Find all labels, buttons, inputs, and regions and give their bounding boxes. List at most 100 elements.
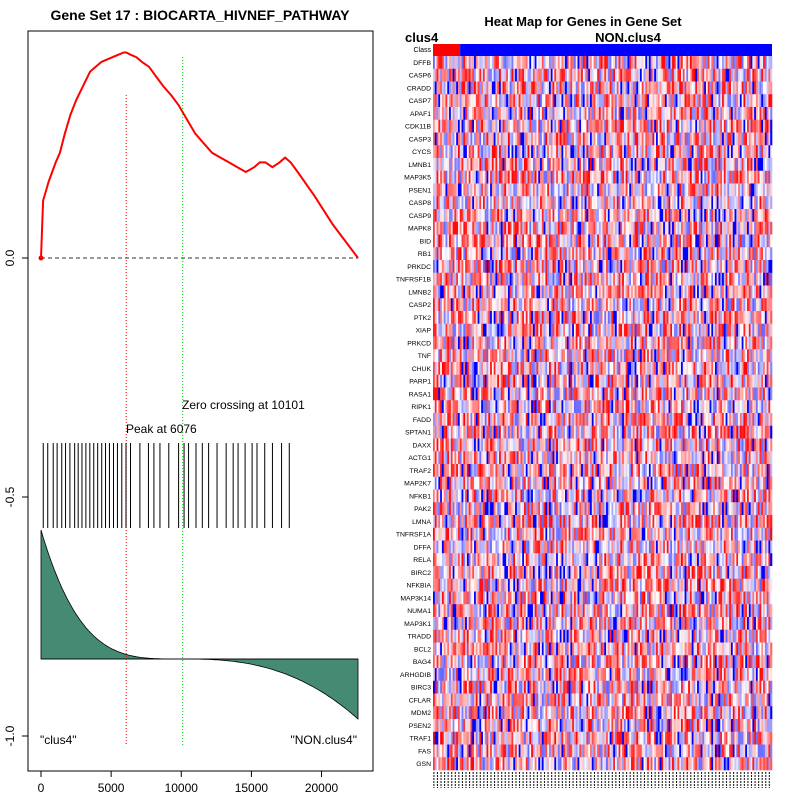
heatmap-cell bbox=[454, 81, 457, 95]
heatmap-cell bbox=[643, 56, 646, 70]
heatmap-cell bbox=[527, 247, 530, 261]
heatmap-cell bbox=[511, 107, 514, 121]
heatmap-cell bbox=[573, 68, 577, 82]
heatmap-cell bbox=[611, 247, 614, 261]
heatmap-cell bbox=[609, 81, 612, 95]
heatmap-cell bbox=[691, 145, 694, 159]
heatmap-cell bbox=[725, 272, 728, 286]
heatmap-cell bbox=[598, 260, 602, 274]
heatmap-cell bbox=[600, 81, 603, 95]
heatmap-cell bbox=[679, 119, 682, 133]
heatmap-cell bbox=[714, 94, 717, 108]
heatmap-cell bbox=[764, 158, 767, 172]
heatmap-cell bbox=[443, 68, 446, 82]
heatmap-cell bbox=[670, 119, 673, 133]
heatmap-cell bbox=[527, 68, 530, 82]
heatmap-cell bbox=[520, 374, 523, 388]
heatmap-cell bbox=[457, 260, 461, 274]
heatmap-cell bbox=[520, 119, 523, 133]
heatmap-cell bbox=[675, 349, 678, 363]
heatmap-cell bbox=[470, 311, 473, 325]
heatmap-cell bbox=[568, 145, 571, 159]
heatmap-cell bbox=[652, 56, 655, 70]
heatmap-cell bbox=[559, 247, 562, 261]
heatmap-cell bbox=[707, 94, 710, 108]
heatmap-cell bbox=[716, 183, 719, 197]
heatmap-cell bbox=[527, 107, 530, 121]
heatmap-cell bbox=[575, 323, 578, 337]
heatmap-cell bbox=[743, 145, 746, 159]
heatmap-cell bbox=[743, 272, 746, 286]
heatmap-cell bbox=[543, 183, 546, 197]
heatmap-cell bbox=[434, 68, 437, 82]
heatmap-cell bbox=[504, 272, 507, 286]
heatmap-cell bbox=[693, 298, 696, 312]
heatmap-cell bbox=[465, 260, 468, 274]
heatmap-cell bbox=[720, 311, 723, 325]
heatmap-cell bbox=[763, 132, 766, 146]
heatmap-cell bbox=[597, 285, 600, 299]
heatmap-cell bbox=[750, 119, 753, 133]
heatmap-cell bbox=[597, 234, 600, 248]
heatmap-cell bbox=[507, 107, 511, 121]
heatmap-cell bbox=[547, 247, 550, 261]
heatmap-cell bbox=[511, 68, 514, 82]
heatmap-cell bbox=[581, 209, 584, 223]
heatmap-cell bbox=[631, 81, 634, 95]
ranked-metric-fill bbox=[40, 529, 359, 720]
heatmap-cell bbox=[602, 362, 605, 376]
heatmap-cell bbox=[522, 158, 525, 172]
heatmap-cell bbox=[543, 221, 546, 235]
heatmap-cell bbox=[515, 158, 518, 172]
heatmap-cell bbox=[454, 158, 457, 172]
heatmap-cell bbox=[588, 323, 591, 337]
heatmap-cell bbox=[600, 145, 603, 159]
heatmap-cell bbox=[723, 94, 726, 108]
heatmap-cell bbox=[623, 94, 626, 108]
heatmap-cell bbox=[638, 170, 641, 184]
heatmap-cell bbox=[511, 158, 514, 172]
heatmap-cell bbox=[734, 107, 737, 121]
heatmap-cell bbox=[688, 260, 691, 274]
heatmap-cell bbox=[500, 68, 503, 82]
heatmap-cell bbox=[509, 68, 512, 82]
heatmap-cell bbox=[766, 247, 769, 261]
heatmap-cell bbox=[723, 119, 726, 133]
heatmap-cell bbox=[614, 260, 618, 274]
heatmap-cell bbox=[711, 132, 714, 146]
heatmap-cell bbox=[730, 272, 734, 286]
heatmap-cell bbox=[449, 374, 452, 388]
heatmap-cell bbox=[497, 362, 500, 376]
heatmap-cell bbox=[595, 247, 598, 261]
heatmap-cell bbox=[754, 170, 757, 184]
heatmap-cell bbox=[465, 362, 468, 376]
heatmap-cell bbox=[750, 145, 753, 159]
heatmap-cell bbox=[691, 247, 694, 261]
heatmap-cell bbox=[611, 81, 614, 95]
heatmap-cell bbox=[598, 170, 602, 184]
heatmap-cell bbox=[672, 145, 675, 159]
heatmap-cell bbox=[657, 272, 660, 286]
heatmap-cell bbox=[625, 68, 628, 82]
heatmap-cell bbox=[604, 285, 607, 299]
heatmap-cell bbox=[457, 145, 461, 159]
heatmap-cell bbox=[577, 272, 580, 286]
heatmap-cell bbox=[500, 94, 503, 108]
heatmap-cell bbox=[757, 170, 760, 184]
y-tick-label: 0.0 bbox=[3, 249, 17, 266]
heatmap-cell bbox=[525, 374, 528, 388]
heatmap-cell bbox=[595, 336, 598, 350]
heatmap-cell bbox=[666, 285, 669, 299]
heatmap-cell bbox=[540, 94, 543, 108]
heatmap-cell bbox=[741, 94, 744, 108]
heatmap-cell bbox=[654, 158, 657, 172]
heatmap-cell bbox=[727, 158, 730, 172]
heatmap-cell bbox=[691, 170, 694, 184]
heatmap-cell bbox=[604, 247, 607, 261]
heatmap-cell bbox=[614, 145, 618, 159]
heatmap-cell bbox=[679, 107, 682, 121]
heatmap-cell bbox=[536, 107, 539, 121]
heatmap-cell bbox=[766, 56, 769, 70]
heatmap-cell bbox=[477, 362, 480, 376]
